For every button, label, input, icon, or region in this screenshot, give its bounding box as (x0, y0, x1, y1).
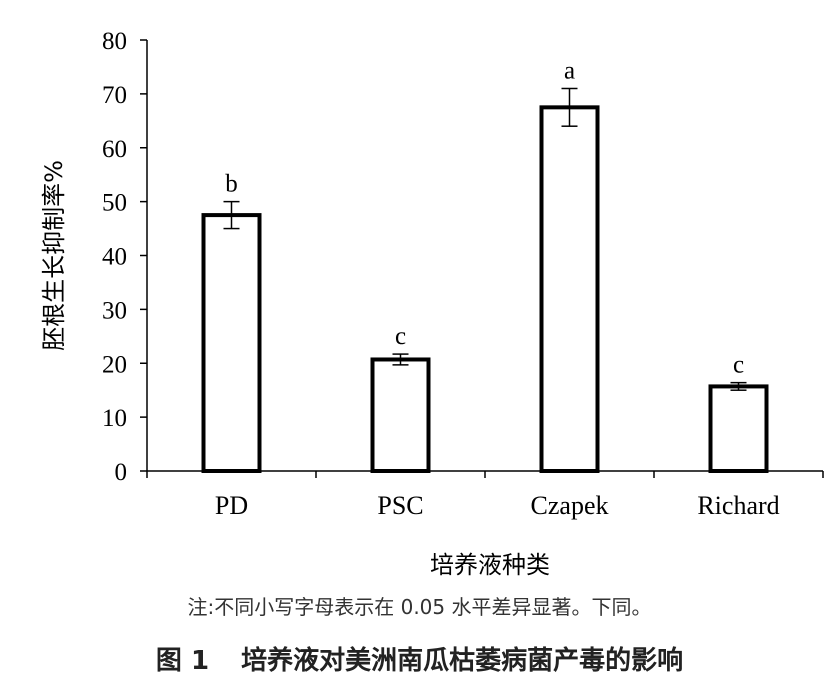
significance-label: c (395, 323, 406, 350)
significance-label: c (733, 352, 744, 379)
bar-richard (708, 384, 769, 474)
y-tick-label: 60 (102, 136, 127, 163)
bar-psc (370, 357, 431, 474)
chart-note: 注:不同小写字母表示在 0.05 水平差异显著。下同。 (187, 595, 652, 619)
x-tick-label: PD (215, 491, 248, 520)
y-axis-title: 胚根生长抑制率% (40, 160, 68, 351)
significance-label: b (225, 171, 238, 198)
x-axis-title: 培养液种类 (430, 551, 550, 579)
y-tick-label: 80 (102, 28, 127, 55)
y-tick-label: 70 (102, 82, 127, 109)
x-tick-label: Richard (697, 491, 779, 520)
x-tick-label: PSC (377, 491, 423, 520)
y-tick-label: 20 (102, 351, 127, 378)
bar-chart: 0 10 20 30 40 50 60 70 80 b PD c PSC a Czapek c Richard 胚… (40, 28, 824, 579)
x-tick-label: Czapek (531, 491, 609, 520)
y-tick-label: 50 (102, 190, 127, 217)
significance-label: a (564, 57, 575, 84)
y-tick-label: 10 (102, 405, 127, 432)
y-tick-label: 40 (102, 244, 127, 271)
y-tick-label: 0 (115, 459, 128, 486)
y-tick-label: 30 (102, 297, 127, 324)
bar-pd (201, 213, 262, 473)
figure-number: 图 1 (155, 646, 210, 676)
bar-czapek (539, 105, 600, 473)
figure-caption: 图 1 培养液对美洲南瓜枯萎病菌产毒的影响 (0, 640, 839, 677)
figure-title: 培养液对美洲南瓜枯萎病菌产毒的影响 (241, 646, 684, 676)
